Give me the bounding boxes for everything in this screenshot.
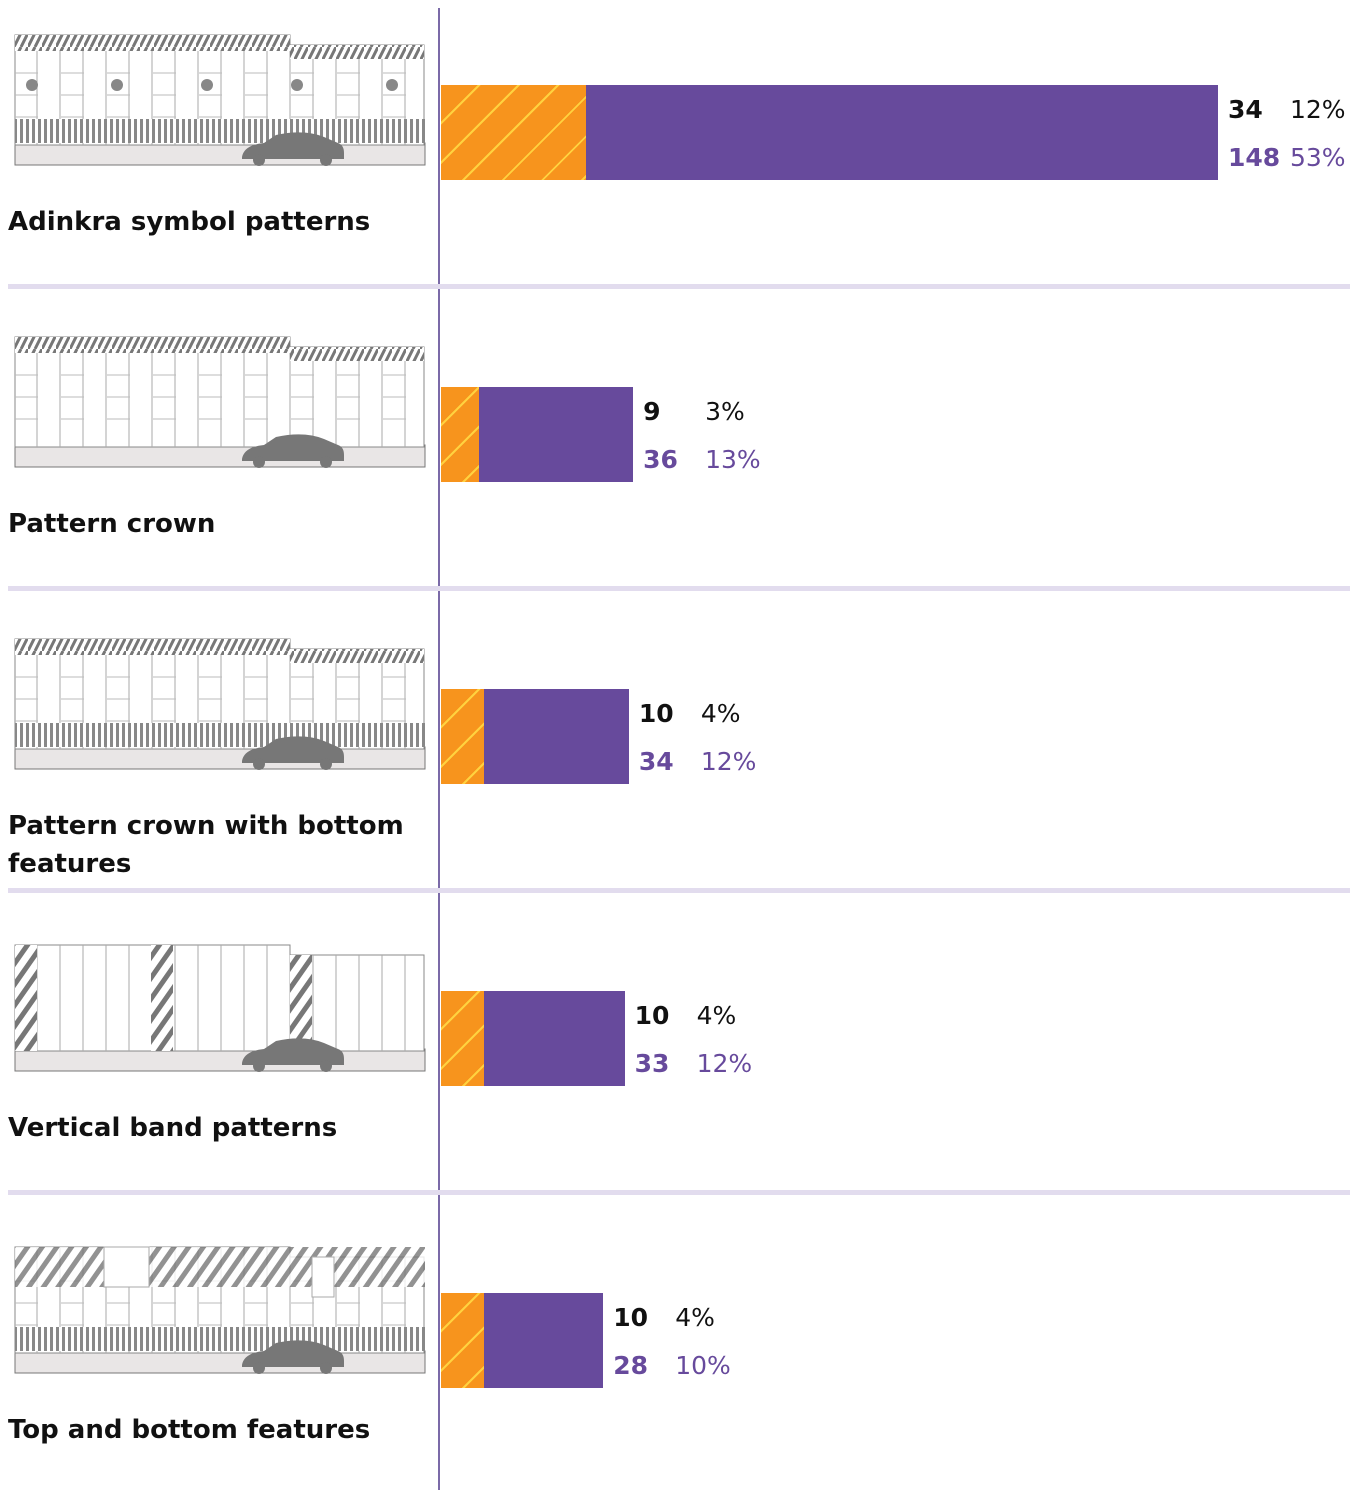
illustration-part <box>26 79 38 91</box>
bar-segment <box>441 689 484 784</box>
bar-segment <box>441 1293 484 1388</box>
illustration-part <box>290 45 424 59</box>
illustration-part <box>14 34 426 166</box>
illustration-part <box>253 456 265 468</box>
share-label: 4% <box>700 699 741 728</box>
share-label: 4% <box>696 1001 737 1030</box>
illustration-part <box>15 337 290 353</box>
value-label: 36 <box>643 445 678 474</box>
facade-illustration <box>14 637 426 781</box>
share-label: 12% <box>1290 95 1346 124</box>
value-label: 10 <box>634 1001 670 1030</box>
bar-segment <box>441 387 480 482</box>
axis-line <box>438 8 440 1490</box>
illustration-part <box>14 1350 426 1374</box>
value-label: 148 <box>1228 143 1281 172</box>
value-label: 28 <box>613 1351 649 1380</box>
illustration-part <box>253 154 265 166</box>
share-label: 53% <box>1290 143 1346 172</box>
share-label: 3% <box>705 397 745 426</box>
bar-segment <box>479 387 634 482</box>
illustration-part <box>111 79 123 91</box>
illustration-part <box>14 638 426 770</box>
illustration-part <box>242 1340 344 1367</box>
category-label: Pattern crown <box>8 509 216 539</box>
illustration-part <box>15 1247 425 1287</box>
illustration-part <box>14 944 426 1072</box>
facade-illustration <box>14 939 426 1083</box>
illustration-part <box>290 955 312 1051</box>
illustration-part <box>14 746 426 770</box>
illustration-part <box>386 79 398 91</box>
illustration-part <box>14 142 426 166</box>
category-label: Pattern crown with bottom features <box>8 811 404 879</box>
bar-segment <box>441 991 484 1086</box>
illustration-part <box>253 758 265 770</box>
illustration-part <box>15 119 425 143</box>
illustration-part <box>15 1327 425 1351</box>
illustration-part <box>201 79 213 91</box>
facade-illustration <box>14 33 426 177</box>
illustration-part <box>242 736 344 763</box>
bar-segment <box>586 85 1218 180</box>
value-label: 10 <box>613 1303 649 1332</box>
illustration-part <box>15 639 290 655</box>
row-separator <box>8 888 1350 893</box>
category-label: Top and bottom features <box>8 1415 371 1445</box>
illustration-part <box>289 954 425 1052</box>
illustration-part <box>320 1060 332 1072</box>
illustration-part <box>311 1256 335 1298</box>
illustration-part <box>320 1362 332 1374</box>
bar-segment <box>483 689 629 784</box>
share-label: 4% <box>675 1303 715 1332</box>
illustration-part <box>320 456 332 468</box>
value-label: 33 <box>634 1049 670 1078</box>
facade-illustration <box>14 335 426 479</box>
value-label: 9 <box>643 397 661 426</box>
illustration-part <box>14 336 426 468</box>
illustration-part <box>14 1246 426 1374</box>
share-label: 12% <box>696 1049 753 1078</box>
row-separator <box>8 586 1350 591</box>
illustration-part <box>103 1246 150 1288</box>
illustration-part <box>14 1048 426 1072</box>
row-separator <box>8 1190 1350 1195</box>
category-label: Vertical band patterns <box>8 1113 338 1143</box>
illustration-part <box>242 132 344 159</box>
value-label: 34 <box>638 747 674 776</box>
illustration-part <box>15 723 425 747</box>
illustration-part <box>14 444 426 468</box>
share-label: 13% <box>705 445 761 474</box>
illustration-part <box>320 758 332 770</box>
illustration-part <box>290 649 424 663</box>
illustration-part <box>151 945 173 1051</box>
share-label: 10% <box>675 1351 731 1380</box>
bar-segment <box>441 85 587 180</box>
share-label: 12% <box>700 747 757 776</box>
illustration-part <box>291 79 303 91</box>
value-label: 34 <box>1228 95 1263 124</box>
bar-segment <box>483 991 625 1086</box>
illustration-part <box>253 1060 265 1072</box>
illustration-part <box>320 154 332 166</box>
illustration-part <box>242 434 344 461</box>
illustration-part <box>15 35 290 51</box>
facade-illustration <box>14 1241 426 1385</box>
illustration-part <box>242 1038 344 1065</box>
illustration-part <box>253 1362 265 1374</box>
row-separator <box>8 284 1350 289</box>
category-label: Adinkra symbol patterns <box>8 207 371 237</box>
bar-segment <box>483 1293 604 1388</box>
illustration-part <box>15 945 37 1051</box>
value-label: 10 <box>638 699 674 728</box>
illustration-part <box>290 347 424 361</box>
